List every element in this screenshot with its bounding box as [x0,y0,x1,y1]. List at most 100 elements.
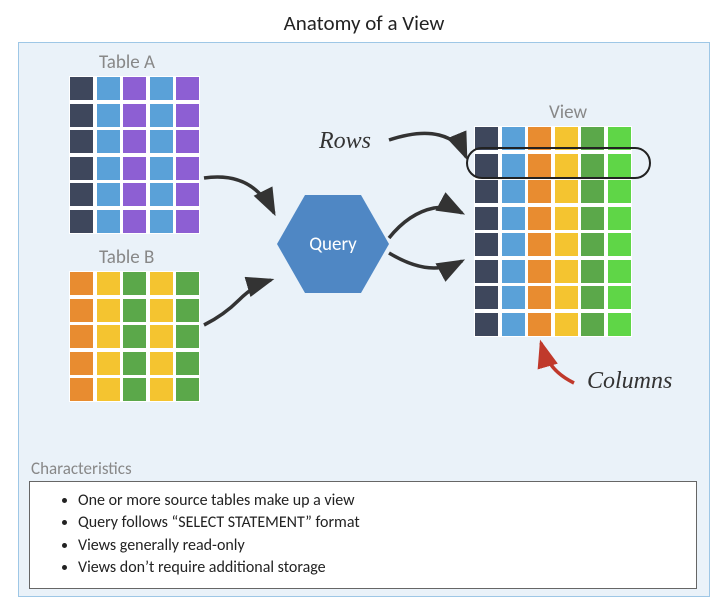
grid-cell [175,103,200,128]
grid-cell [122,271,147,296]
grid-cell [501,232,526,257]
grid-cell [149,324,174,349]
grid-cell [69,156,94,181]
grid-cell [122,76,147,101]
grid-cell [501,259,526,284]
grid-cell [149,271,174,296]
characteristics-item: Query follows “SELECT STATEMENT” format [78,512,684,534]
grid-cell [580,285,605,310]
characteristics-heading: Characteristics [31,458,132,479]
grid-cell [527,312,552,337]
grid-cell [149,76,174,101]
grid-cell [122,351,147,376]
arrow-tablea-to-query [199,168,289,228]
characteristics-item: One or more source tables make up a view [78,490,684,512]
grid-cell [175,324,200,349]
grid-cell [501,285,526,310]
grid-cell [69,76,94,101]
grid-cell [474,312,499,337]
arrow-tableb-to-query [199,275,289,335]
query-hexagon: Query [277,195,389,293]
grid-cell [149,156,174,181]
grid-cell [96,271,121,296]
grid-cell [501,206,526,231]
grid-cell [175,129,200,154]
grid-cell [96,351,121,376]
grid-cell [527,232,552,257]
grid-cell [474,206,499,231]
grid-cell [554,232,579,257]
grid-cell [527,259,552,284]
grid-cell [607,285,632,310]
grid-cell [96,103,121,128]
table-a-grid [69,76,200,234]
grid-cell [122,103,147,128]
grid-cell [149,103,174,128]
grid-cell [175,156,200,181]
grid-cell [149,209,174,234]
grid-cell [527,206,552,231]
grid-cell [554,206,579,231]
grid-cell [149,129,174,154]
characteristics-box: One or more source tables make up a view… [29,481,697,589]
grid-cell [580,259,605,284]
grid-cell [122,129,147,154]
table-a-label: Table A [99,51,155,74]
grid-cell [69,351,94,376]
grid-cell [554,259,579,284]
grid-cell [96,209,121,234]
grid-cell [149,182,174,207]
grid-cell [122,377,147,402]
grid-cell [554,312,579,337]
grid-cell [175,76,200,101]
grid-cell [175,298,200,323]
grid-cell [149,298,174,323]
characteristics-list: One or more source tables make up a view… [62,490,684,580]
grid-cell [607,312,632,337]
grid-cell [69,129,94,154]
characteristics-item: Views generally read-only [78,535,684,557]
view-label: View [549,101,587,124]
grid-cell [96,76,121,101]
diagram-panel: Table A Table B View Query Rows Columns … [18,42,710,597]
grid-cell [69,209,94,234]
grid-cell [69,182,94,207]
grid-cell [580,232,605,257]
grid-cell [122,324,147,349]
arrow-query-to-view-bottom [384,243,474,298]
grid-cell [122,209,147,234]
grid-cell [527,285,552,310]
grid-cell [607,179,632,204]
grid-cell [607,206,632,231]
arrow-columns-indicator [529,338,589,393]
grid-cell [96,182,121,207]
grid-cell [175,271,200,296]
characteristics-item: Views don’t require additional storage [78,557,684,579]
grid-cell [501,179,526,204]
grid-cell [69,103,94,128]
grid-cell [96,324,121,349]
grid-cell [474,285,499,310]
arrow-rows-to-highlight [384,125,484,185]
grid-cell [96,129,121,154]
grid-cell [69,377,94,402]
grid-cell [607,232,632,257]
row-highlight-box [466,147,651,179]
rows-label: Rows [319,128,371,155]
grid-cell [96,377,121,402]
grid-cell [175,377,200,402]
grid-cell [149,377,174,402]
grid-cell [175,209,200,234]
grid-cell [580,179,605,204]
grid-cell [69,271,94,296]
grid-cell [96,298,121,323]
grid-cell [580,206,605,231]
grid-cell [474,232,499,257]
query-label: Query [309,233,357,256]
grid-cell [474,259,499,284]
table-b-label: Table B [99,246,154,269]
grid-cell [96,156,121,181]
grid-cell [69,324,94,349]
grid-cell [122,298,147,323]
grid-cell [149,351,174,376]
